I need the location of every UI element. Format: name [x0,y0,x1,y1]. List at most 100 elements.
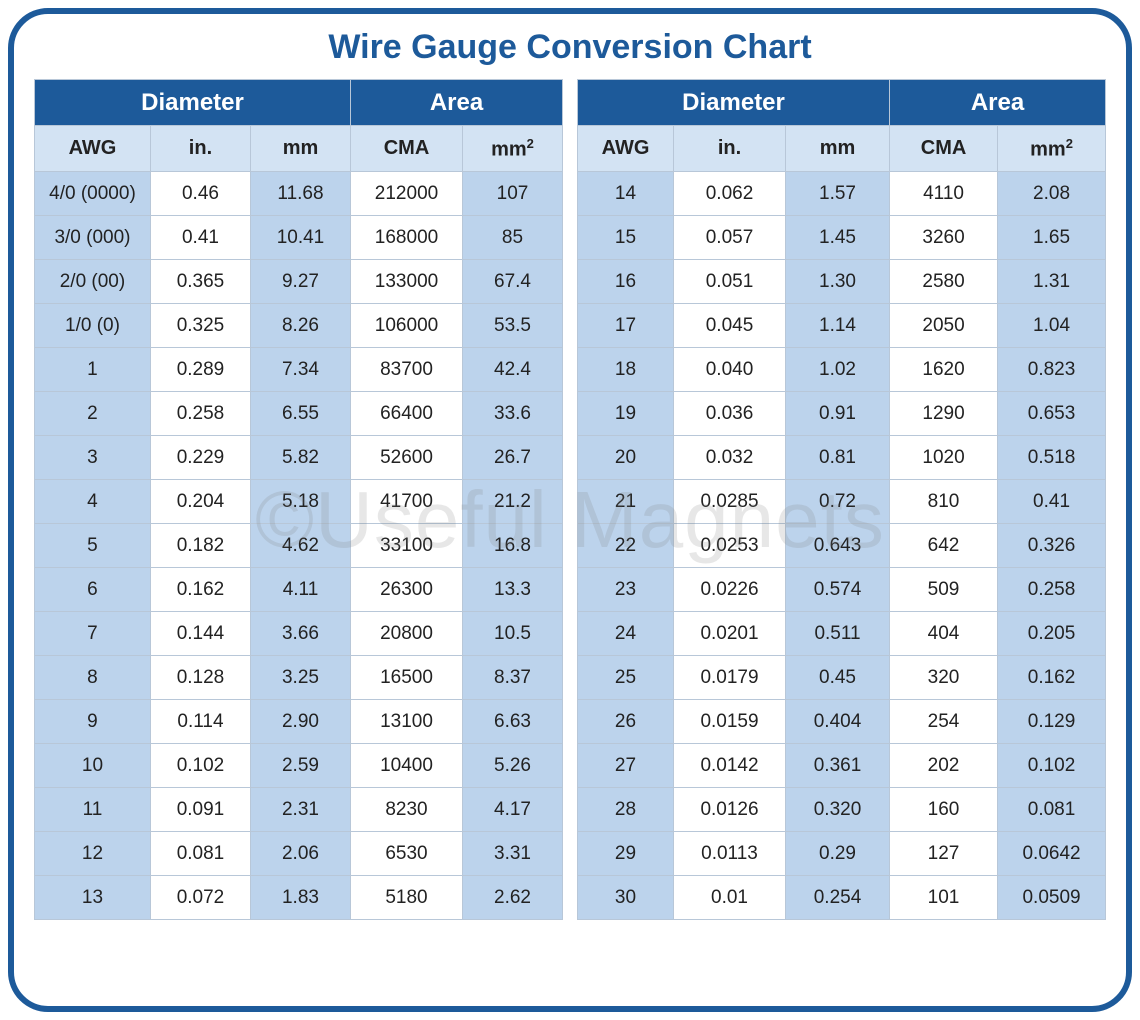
cell-in: 0.182 [150,524,250,568]
cell-mm2: 2.62 [463,876,563,920]
cell-mm2: 53.5 [463,304,563,348]
cell-mm: 0.643 [786,524,890,568]
cell-in: 0.0113 [674,832,786,876]
cell-awg: 21 [578,480,674,524]
cell-cma: 404 [890,612,998,656]
cell-in: 0.325 [150,304,250,348]
cell-awg: 1 [34,348,150,392]
cell-mm2: 0.258 [998,568,1106,612]
cell-mm2: 0.081 [998,788,1106,832]
header-cma: CMA [890,126,998,172]
cell-in: 0.072 [150,876,250,920]
table-row: 190.0360.9112900.653 [578,392,1106,436]
cell-mm: 0.91 [786,392,890,436]
table-row: 110.0912.3182304.17 [34,788,562,832]
cell-in: 0.102 [150,744,250,788]
cell-in: 0.144 [150,612,250,656]
cell-mm: 0.254 [786,876,890,920]
cell-awg: 23 [578,568,674,612]
cell-mm: 0.320 [786,788,890,832]
cell-mm: 1.30 [786,260,890,304]
cell-mm2: 0.518 [998,436,1106,480]
cell-cma: 810 [890,480,998,524]
cell-cma: 10400 [351,744,463,788]
cell-mm2: 21.2 [463,480,563,524]
cell-awg: 5 [34,524,150,568]
table-row: 70.1443.662080010.5 [34,612,562,656]
header-cma: CMA [351,126,463,172]
cell-mm: 0.29 [786,832,890,876]
cell-in: 0.229 [150,436,250,480]
table-row: 290.01130.291270.0642 [578,832,1106,876]
cell-mm: 1.14 [786,304,890,348]
cell-mm: 1.02 [786,348,890,392]
cell-mm: 11.68 [250,172,350,216]
cell-cma: 52600 [351,436,463,480]
cell-mm: 2.06 [250,832,350,876]
cell-cma: 212000 [351,172,463,216]
cell-mm: 0.574 [786,568,890,612]
page-title: Wire Gauge Conversion Chart [36,28,1104,67]
cell-in: 0.01 [674,876,786,920]
cell-awg: 19 [578,392,674,436]
cell-mm2: 26.7 [463,436,563,480]
cell-mm2: 0.205 [998,612,1106,656]
cell-mm: 4.62 [250,524,350,568]
table-row: 240.02010.5114040.205 [578,612,1106,656]
cell-awg: 3/0 (000) [34,216,150,260]
cell-mm: 3.66 [250,612,350,656]
cell-awg: 11 [34,788,150,832]
cell-awg: 12 [34,832,150,876]
cell-mm: 1.45 [786,216,890,260]
cell-awg: 16 [578,260,674,304]
cell-awg: 15 [578,216,674,260]
cell-mm: 5.18 [250,480,350,524]
cell-in: 0.032 [674,436,786,480]
cell-in: 0.091 [150,788,250,832]
cell-cma: 3260 [890,216,998,260]
cell-awg: 30 [578,876,674,920]
cell-mm2: 0.162 [998,656,1106,700]
table-row: 2/0 (00)0.3659.2713300067.4 [34,260,562,304]
cell-mm2: 6.63 [463,700,563,744]
cell-mm: 2.90 [250,700,350,744]
cell-in: 0.057 [674,216,786,260]
cell-cma: 2050 [890,304,998,348]
header-awg: AWG [34,126,150,172]
cell-in: 0.081 [150,832,250,876]
cell-mm: 6.55 [250,392,350,436]
cell-awg: 13 [34,876,150,920]
cell-awg: 17 [578,304,674,348]
cell-mm2: 8.37 [463,656,563,700]
cell-cma: 160 [890,788,998,832]
cell-in: 0.0142 [674,744,786,788]
cell-in: 0.114 [150,700,250,744]
cell-mm2: 2.08 [998,172,1106,216]
table-row: 40.2045.184170021.2 [34,480,562,524]
table-row: 140.0621.5741102.08 [578,172,1106,216]
cell-awg: 9 [34,700,150,744]
cell-in: 0.045 [674,304,786,348]
cell-awg: 14 [578,172,674,216]
cell-awg: 4/0 (0000) [34,172,150,216]
cell-awg: 28 [578,788,674,832]
cell-mm2: 1.65 [998,216,1106,260]
cell-mm: 0.361 [786,744,890,788]
cell-cma: 1290 [890,392,998,436]
cell-in: 0.036 [674,392,786,436]
cell-in: 0.365 [150,260,250,304]
cell-in: 0.0201 [674,612,786,656]
cell-in: 0.051 [674,260,786,304]
cell-in: 0.0226 [674,568,786,612]
cell-mm2: 16.8 [463,524,563,568]
cell-cma: 1020 [890,436,998,480]
chart-frame: Wire Gauge Conversion Chart Diameter Are… [8,8,1132,1012]
header-area: Area [890,80,1106,126]
header-diameter: Diameter [34,80,350,126]
cell-mm: 2.59 [250,744,350,788]
cell-awg: 25 [578,656,674,700]
cell-mm2: 3.31 [463,832,563,876]
cell-cma: 106000 [351,304,463,348]
table-row: 10.2897.348370042.4 [34,348,562,392]
table-row: 300.010.2541010.0509 [578,876,1106,920]
